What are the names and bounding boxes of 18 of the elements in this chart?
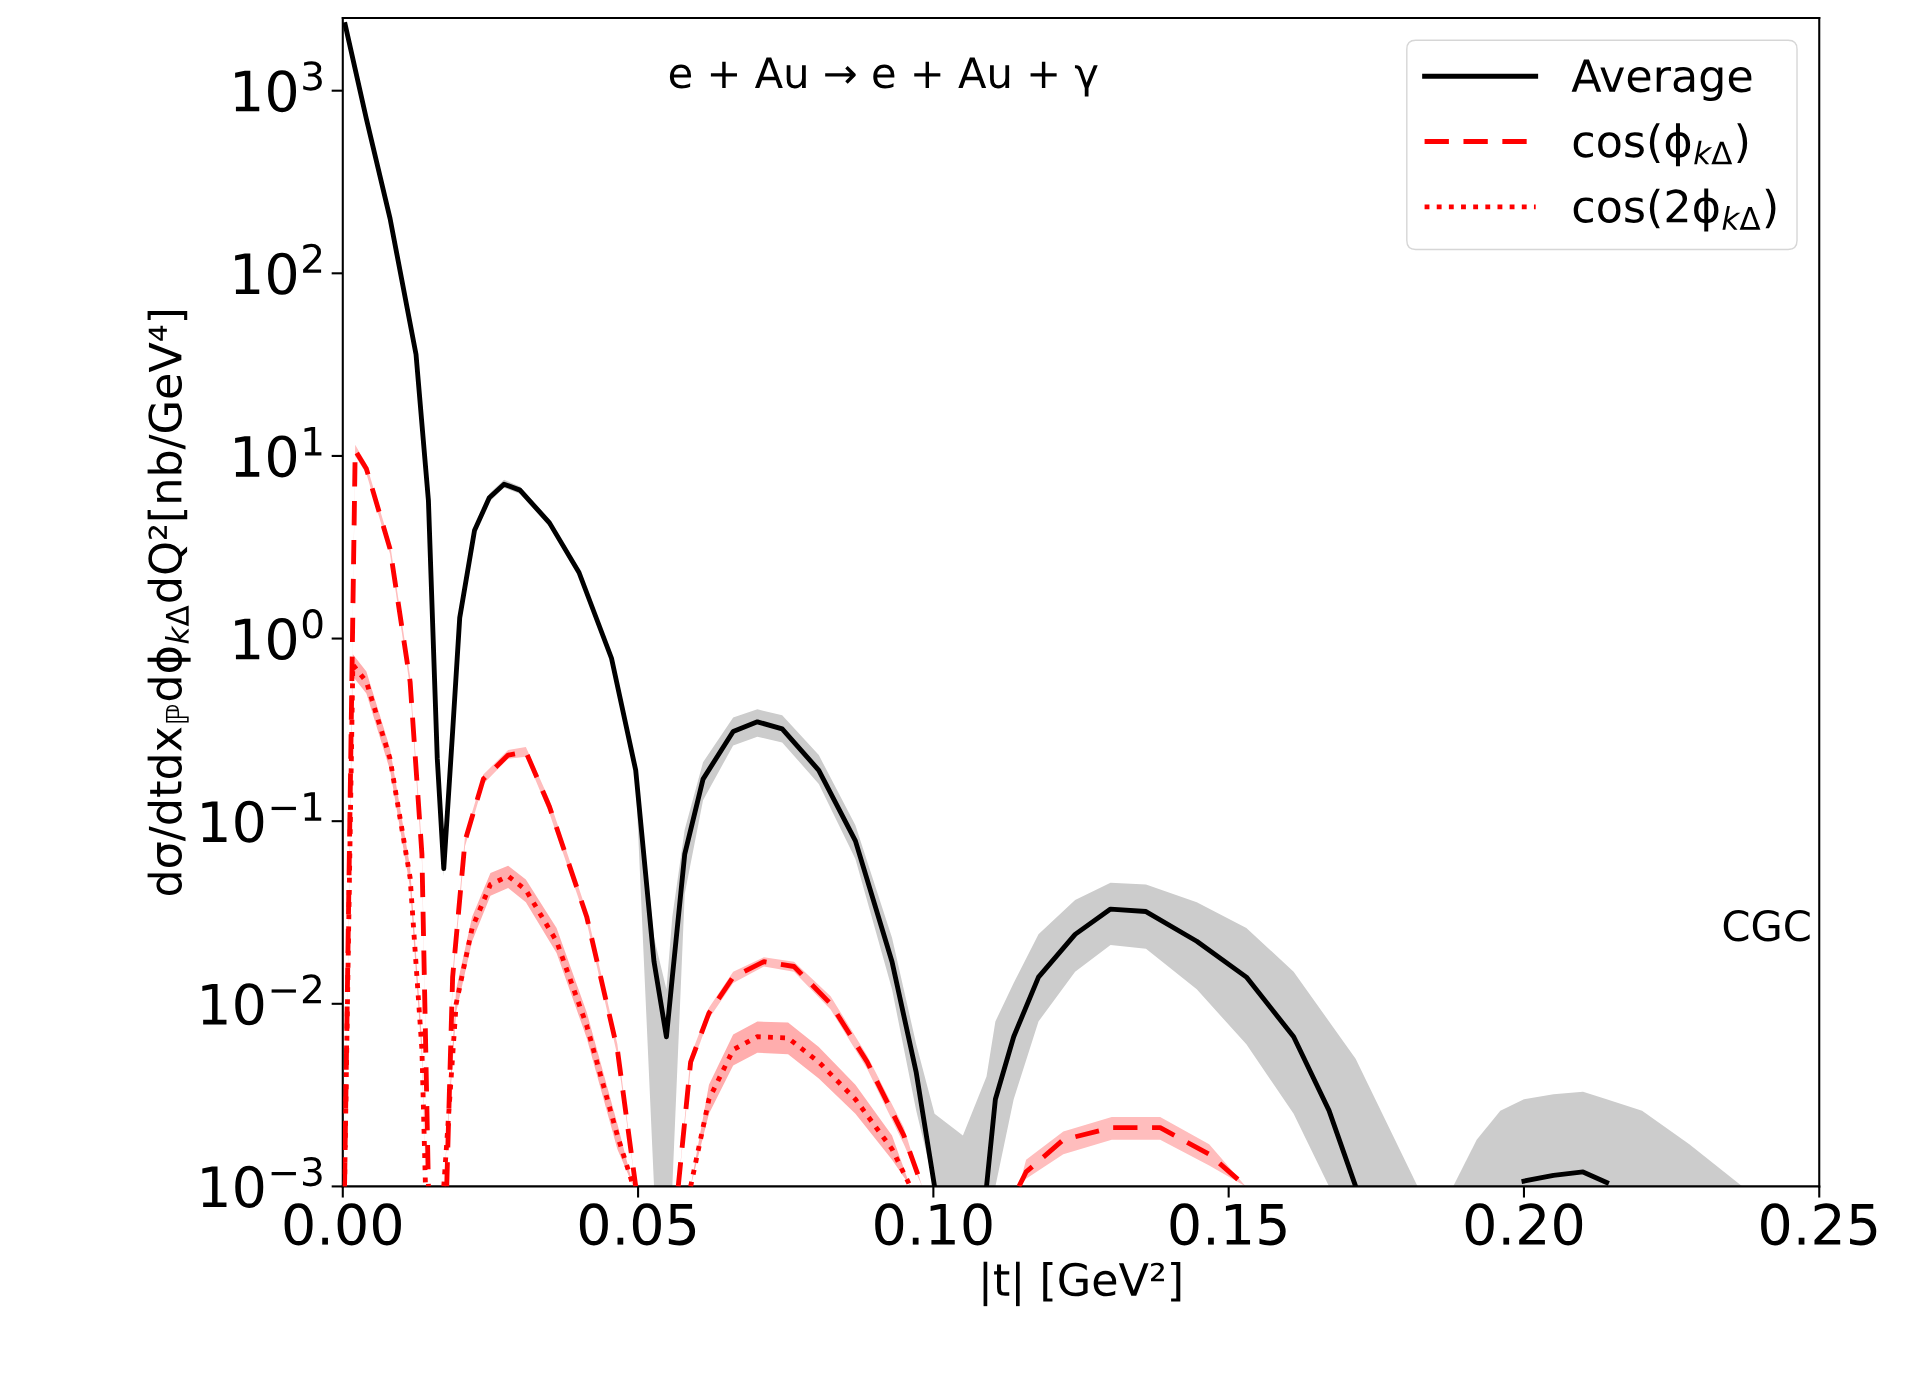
y-tick-label: 10$^{1}$ [235, 427, 322, 478]
legend-label: cos(2ϕ$_{kΔ}$) [1573, 188, 1776, 232]
y-tick-label: 10$^{−1}$ [202, 792, 322, 843]
x-axis-title: |t| [GeV²] [983, 1261, 1181, 1307]
y-axis-title: dσ/dtdx$_{ℙ}$dϕ$_{kΔ}$dQ²[nb/GeV⁴] [147, 310, 191, 896]
x-tick-label: 0.25 [1761, 1203, 1877, 1246]
legend-label: cos(ϕ$_{kΔ}$) [1573, 123, 1748, 167]
y-tick-label: 10$^{0}$ [235, 609, 323, 661]
y-tick-label: 10$^{−2}$ [202, 974, 321, 1026]
annotation: e + Au → e + Au + γ [669, 57, 1098, 97]
x-tick-label: 0.20 [1465, 1203, 1583, 1246]
legend-label: Average [1571, 59, 1752, 102]
y-tick-label: 10$^{2}$ [235, 243, 322, 295]
x-tick-label: 0.05 [579, 1203, 696, 1246]
x-tick-label: 0.15 [1170, 1203, 1286, 1246]
y-tick-label: 10$^{3}$ [235, 61, 322, 113]
x-tick-label: 0.10 [875, 1203, 992, 1246]
annotation: CGC [1723, 909, 1810, 942]
